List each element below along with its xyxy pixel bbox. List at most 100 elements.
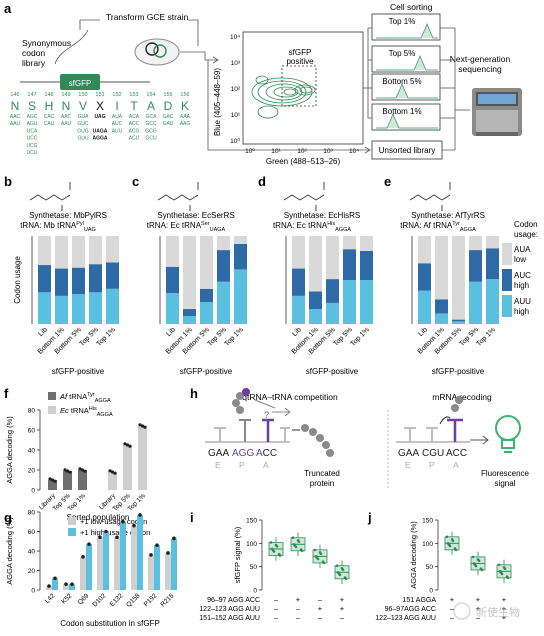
flow-y-tick: 10¹ xyxy=(231,112,241,119)
sort-bin-box xyxy=(371,13,441,41)
y-tick-label: 20 xyxy=(28,568,36,575)
codon-text: AUC xyxy=(112,121,123,127)
bar xyxy=(171,538,177,590)
condition-mark: + xyxy=(502,604,507,613)
data-point xyxy=(277,552,281,556)
bar-segment xyxy=(166,236,179,267)
bar-segment xyxy=(486,279,499,324)
codon-text: UCG xyxy=(26,143,37,149)
sorting-arrows xyxy=(363,27,372,119)
data-point xyxy=(110,470,115,474)
residue-letter: N xyxy=(11,99,20,113)
codon-text: CAU xyxy=(44,121,55,127)
y-tick-label: 40 xyxy=(28,549,36,556)
codon-position: 150 xyxy=(78,92,87,98)
trna-label: tRNA: Ec tRNAHisAGGA xyxy=(273,221,351,233)
bar xyxy=(138,426,147,490)
ribosome-right xyxy=(396,396,489,445)
bar-segment xyxy=(343,249,356,280)
y-tick-label: 150 xyxy=(246,518,257,525)
codon-position: 155 xyxy=(163,92,172,98)
y-tick-label: 80 xyxy=(28,408,36,415)
codon-text: GUA xyxy=(78,114,90,120)
x-axis-label: Sorted population xyxy=(67,513,130,522)
positive-gate xyxy=(281,65,317,107)
data-point xyxy=(81,555,85,559)
data-point xyxy=(140,424,145,428)
truncated-label-2: protein xyxy=(310,479,334,488)
codon-position: 147 xyxy=(27,92,36,98)
condition-mark: + xyxy=(340,604,345,613)
codon-label: ACC xyxy=(256,448,277,459)
lightbulb-icon xyxy=(495,415,521,453)
gate-label-1: sfGFP xyxy=(289,48,312,57)
bar xyxy=(131,525,137,590)
x-tick-label: Top 1% xyxy=(223,326,244,347)
fluorescence-label-2: signal xyxy=(495,479,516,488)
ribosome-site-label: E xyxy=(405,460,411,470)
data-point xyxy=(343,576,347,579)
data-point xyxy=(64,582,68,586)
residue-letter: N xyxy=(62,99,71,113)
bar-segment xyxy=(217,250,230,282)
panel-letter-b: b xyxy=(4,174,12,189)
codon-label: GAA xyxy=(398,448,419,459)
panel-letter-i: i xyxy=(190,510,194,525)
bar-segment xyxy=(217,281,230,324)
data-point xyxy=(53,576,57,581)
data-point xyxy=(336,570,340,574)
panel-i: i sfGFP signal (%) 0 50 100 150 96–97 AGG ACC… xyxy=(190,510,350,622)
bar xyxy=(48,480,57,490)
bar xyxy=(86,544,92,590)
panel-letter-d: d xyxy=(258,174,266,189)
data-point xyxy=(149,553,153,557)
structure-bonds xyxy=(189,182,199,211)
data-point xyxy=(132,523,136,528)
condition-mark: + xyxy=(340,595,345,604)
bar-segment xyxy=(217,236,230,251)
data-point xyxy=(335,564,339,568)
data-point xyxy=(318,551,322,554)
codon-text: ACG xyxy=(129,128,140,134)
codon-text: CAC xyxy=(44,114,55,120)
codon-position: 156 xyxy=(180,92,189,98)
bar-segment xyxy=(200,302,213,324)
codon-text: GAU xyxy=(163,121,174,127)
bar-segment xyxy=(418,290,431,324)
flow-y-label: Blue (405–448–59) xyxy=(213,68,222,136)
bar-segment xyxy=(360,250,373,280)
y-tick-label: 100 xyxy=(422,541,433,548)
x-tick-label: K52 xyxy=(60,592,73,605)
x-tick-label: Lib xyxy=(165,326,177,338)
condition-label: 151 AGGA xyxy=(403,597,437,604)
y-tick-label: 0 xyxy=(429,588,433,595)
data-point xyxy=(450,538,454,541)
bar-segment xyxy=(200,288,213,302)
bar-segment xyxy=(343,280,356,324)
x-tick-label: Lib xyxy=(417,326,429,338)
panel-h: h qtRNA–tRNA competition mRNA recoding ?… xyxy=(190,386,530,490)
bar xyxy=(63,471,72,490)
library-label-3: library xyxy=(22,58,46,68)
bar-segment xyxy=(234,236,247,244)
y-tick-label: 60 xyxy=(28,428,36,435)
bar-segment xyxy=(292,268,305,296)
bar-segment xyxy=(234,243,247,270)
sort-bin-label: Bottom 5% xyxy=(382,77,421,86)
sort-histogram xyxy=(376,23,438,39)
codon-text: AGU xyxy=(27,121,38,127)
ribosome-site-label: A xyxy=(453,460,459,470)
structure-bonds xyxy=(441,182,451,211)
bar-segment xyxy=(292,295,305,324)
bar-segment xyxy=(469,250,482,282)
flow-x-tick: 10¹ xyxy=(271,148,281,155)
bar-segment xyxy=(89,236,102,265)
condition-mark: + xyxy=(296,595,301,604)
data-point xyxy=(98,535,102,540)
bar-segment xyxy=(234,269,247,324)
bar xyxy=(123,445,132,490)
trna-label: tRNA: Af tRNATyrAGGA xyxy=(400,221,476,233)
